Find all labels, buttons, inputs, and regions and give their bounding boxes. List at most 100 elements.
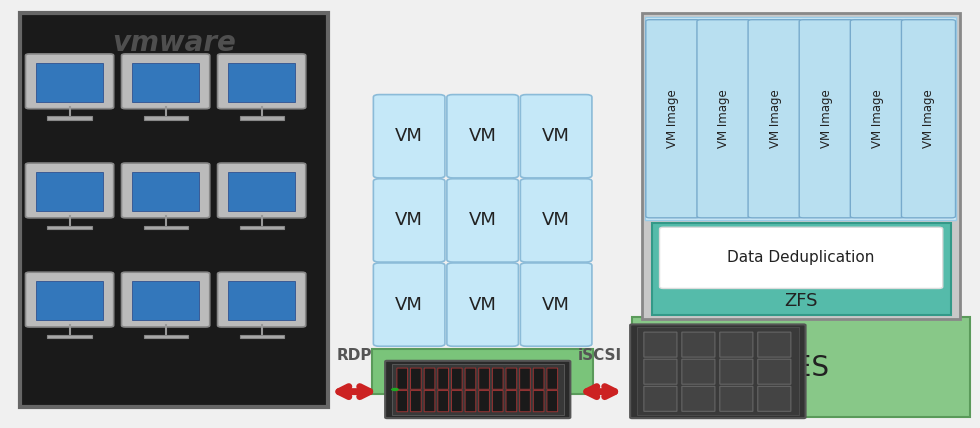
Text: VM: VM [542,296,570,314]
FancyBboxPatch shape [682,332,715,357]
FancyBboxPatch shape [758,386,791,411]
FancyBboxPatch shape [122,163,210,218]
Bar [132,63,199,102]
FancyBboxPatch shape [519,368,530,389]
Bar [239,335,284,338]
Text: VM: VM [395,127,423,145]
FancyBboxPatch shape [492,368,503,389]
Bar [652,223,951,315]
Text: VM: VM [395,211,423,229]
Text: VMware: VMware [438,361,527,381]
FancyBboxPatch shape [478,368,489,389]
FancyBboxPatch shape [506,368,516,389]
FancyBboxPatch shape [373,179,445,262]
FancyBboxPatch shape [547,390,558,412]
FancyBboxPatch shape [397,390,408,412]
FancyBboxPatch shape [547,368,558,389]
FancyBboxPatch shape [506,390,516,412]
FancyBboxPatch shape [644,332,677,357]
Text: VM Image: VM Image [768,89,782,148]
FancyBboxPatch shape [25,272,114,327]
Circle shape [391,388,399,391]
FancyBboxPatch shape [218,272,306,327]
FancyBboxPatch shape [122,272,210,327]
Text: ZFS: ZFS [784,292,818,310]
FancyBboxPatch shape [424,368,435,389]
Bar [239,116,284,120]
Bar [228,281,295,320]
Text: VM Image: VM Image [871,89,884,148]
FancyBboxPatch shape [660,227,943,288]
FancyBboxPatch shape [644,386,677,411]
FancyBboxPatch shape [466,368,476,389]
FancyBboxPatch shape [719,332,753,357]
Bar [239,226,284,229]
Bar [36,172,103,211]
Text: VM Image: VM Image [922,89,935,148]
Text: VM: VM [468,211,497,229]
FancyBboxPatch shape [520,95,592,178]
FancyBboxPatch shape [447,179,518,262]
FancyBboxPatch shape [25,54,114,109]
FancyBboxPatch shape [452,368,463,389]
FancyBboxPatch shape [758,359,791,384]
Bar [642,13,960,319]
Bar [143,335,188,338]
FancyBboxPatch shape [385,361,570,418]
Text: VM: VM [468,127,497,145]
FancyBboxPatch shape [758,332,791,357]
Bar [47,226,92,229]
FancyBboxPatch shape [800,20,854,218]
Bar [228,63,295,102]
FancyBboxPatch shape [533,368,544,389]
FancyBboxPatch shape [438,390,449,412]
Bar [392,364,564,415]
Text: RDP: RDP [337,348,372,363]
Text: VM: VM [395,296,423,314]
Text: vmware: vmware [113,29,236,57]
FancyBboxPatch shape [851,20,905,218]
Text: VM: VM [542,211,570,229]
FancyBboxPatch shape [218,54,306,109]
FancyBboxPatch shape [697,20,751,218]
Bar [47,335,92,338]
FancyBboxPatch shape [424,390,435,412]
Text: VM Image: VM Image [819,89,833,148]
FancyBboxPatch shape [122,54,210,109]
FancyBboxPatch shape [748,20,803,218]
FancyBboxPatch shape [492,390,503,412]
Text: VM Image: VM Image [666,89,679,148]
FancyBboxPatch shape [373,95,445,178]
FancyBboxPatch shape [411,368,421,389]
FancyBboxPatch shape [397,368,408,389]
FancyBboxPatch shape [520,179,592,262]
FancyBboxPatch shape [447,263,518,346]
FancyBboxPatch shape [520,263,592,346]
FancyBboxPatch shape [411,390,421,412]
FancyBboxPatch shape [452,390,463,412]
FancyBboxPatch shape [466,390,476,412]
Bar [20,13,328,407]
Bar [143,116,188,120]
FancyBboxPatch shape [719,359,753,384]
Bar [228,172,295,211]
Text: VM Image: VM Image [717,89,730,148]
Bar [132,281,199,320]
Bar [132,172,199,211]
FancyBboxPatch shape [519,390,530,412]
Text: VM: VM [542,127,570,145]
Bar [36,63,103,102]
Text: QES: QES [772,353,830,381]
Bar [47,116,92,120]
FancyBboxPatch shape [646,20,700,218]
Bar [143,226,188,229]
FancyBboxPatch shape [644,359,677,384]
FancyBboxPatch shape [438,368,449,389]
FancyBboxPatch shape [630,324,806,418]
FancyBboxPatch shape [719,386,753,411]
FancyBboxPatch shape [902,20,956,218]
Bar [372,349,593,394]
FancyBboxPatch shape [218,163,306,218]
Bar [637,327,799,415]
Bar [645,17,956,220]
